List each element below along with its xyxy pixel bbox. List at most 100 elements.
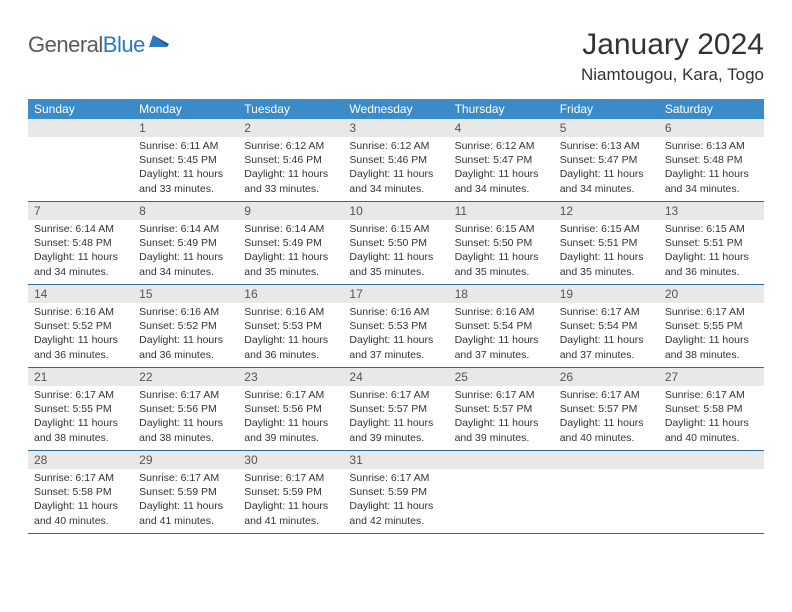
sunrise-text: Sunrise: 6:17 AM [244, 471, 339, 485]
sunrise-text: Sunrise: 6:16 AM [349, 305, 444, 319]
day-number: 17 [343, 285, 448, 303]
daylight-text: Daylight: 11 hours and 40 minutes. [34, 499, 129, 527]
sunrise-text: Sunrise: 6:17 AM [349, 471, 444, 485]
sunrise-text: Sunrise: 6:12 AM [349, 139, 444, 153]
day-number: 6 [659, 119, 764, 137]
sunrise-text: Sunrise: 6:16 AM [455, 305, 550, 319]
daylight-text: Daylight: 11 hours and 37 minutes. [455, 333, 550, 361]
daylight-text: Daylight: 11 hours and 40 minutes. [560, 416, 655, 444]
day-details: Sunrise: 6:15 AMSunset: 5:51 PMDaylight:… [554, 220, 659, 283]
sunrise-text: Sunrise: 6:17 AM [560, 388, 655, 402]
day-cell: 11Sunrise: 6:15 AMSunset: 5:50 PMDayligh… [449, 202, 554, 284]
day-cell: 13Sunrise: 6:15 AMSunset: 5:51 PMDayligh… [659, 202, 764, 284]
day-number-empty [449, 451, 554, 469]
day-number: 24 [343, 368, 448, 386]
sunrise-text: Sunrise: 6:15 AM [665, 222, 760, 236]
day-details: Sunrise: 6:15 AMSunset: 5:50 PMDaylight:… [343, 220, 448, 283]
day-cell: 29Sunrise: 6:17 AMSunset: 5:59 PMDayligh… [133, 451, 238, 533]
day-cell-empty [28, 119, 133, 201]
day-cell: 4Sunrise: 6:12 AMSunset: 5:47 PMDaylight… [449, 119, 554, 201]
sunset-text: Sunset: 5:52 PM [34, 319, 129, 333]
daylight-text: Daylight: 11 hours and 35 minutes. [244, 250, 339, 278]
logo-part2: Blue [103, 32, 145, 57]
day-details: Sunrise: 6:17 AMSunset: 5:57 PMDaylight:… [343, 386, 448, 449]
day-cell: 14Sunrise: 6:16 AMSunset: 5:52 PMDayligh… [28, 285, 133, 367]
sunrise-text: Sunrise: 6:17 AM [34, 471, 129, 485]
sunrise-text: Sunrise: 6:14 AM [34, 222, 129, 236]
sunset-text: Sunset: 5:51 PM [560, 236, 655, 250]
sunset-text: Sunset: 5:48 PM [34, 236, 129, 250]
sunrise-text: Sunrise: 6:15 AM [560, 222, 655, 236]
calendar: SundayMondayTuesdayWednesdayThursdayFrid… [28, 99, 764, 534]
day-number: 3 [343, 119, 448, 137]
sunset-text: Sunset: 5:49 PM [139, 236, 234, 250]
day-details: Sunrise: 6:13 AMSunset: 5:47 PMDaylight:… [554, 137, 659, 200]
weekday-monday: Monday [133, 99, 238, 119]
day-number: 25 [449, 368, 554, 386]
day-cell: 9Sunrise: 6:14 AMSunset: 5:49 PMDaylight… [238, 202, 343, 284]
day-cell: 24Sunrise: 6:17 AMSunset: 5:57 PMDayligh… [343, 368, 448, 450]
month-title: January 2024 [581, 28, 764, 61]
daylight-text: Daylight: 11 hours and 34 minutes. [34, 250, 129, 278]
sunrise-text: Sunrise: 6:17 AM [139, 388, 234, 402]
sunrise-text: Sunrise: 6:14 AM [139, 222, 234, 236]
day-details: Sunrise: 6:14 AMSunset: 5:49 PMDaylight:… [238, 220, 343, 283]
day-cell: 19Sunrise: 6:17 AMSunset: 5:54 PMDayligh… [554, 285, 659, 367]
daylight-text: Daylight: 11 hours and 41 minutes. [139, 499, 234, 527]
day-cell: 18Sunrise: 6:16 AMSunset: 5:54 PMDayligh… [449, 285, 554, 367]
day-details: Sunrise: 6:16 AMSunset: 5:53 PMDaylight:… [343, 303, 448, 366]
daylight-text: Daylight: 11 hours and 39 minutes. [455, 416, 550, 444]
sunrise-text: Sunrise: 6:16 AM [244, 305, 339, 319]
day-details: Sunrise: 6:16 AMSunset: 5:54 PMDaylight:… [449, 303, 554, 366]
sunset-text: Sunset: 5:57 PM [455, 402, 550, 416]
sunset-text: Sunset: 5:51 PM [665, 236, 760, 250]
sunset-text: Sunset: 5:50 PM [349, 236, 444, 250]
daylight-text: Daylight: 11 hours and 34 minutes. [560, 167, 655, 195]
sunrise-text: Sunrise: 6:17 AM [455, 388, 550, 402]
day-number: 22 [133, 368, 238, 386]
day-number: 29 [133, 451, 238, 469]
daylight-text: Daylight: 11 hours and 42 minutes. [349, 499, 444, 527]
day-details: Sunrise: 6:17 AMSunset: 5:57 PMDaylight:… [554, 386, 659, 449]
sunset-text: Sunset: 5:47 PM [560, 153, 655, 167]
day-cell: 5Sunrise: 6:13 AMSunset: 5:47 PMDaylight… [554, 119, 659, 201]
day-cell: 8Sunrise: 6:14 AMSunset: 5:49 PMDaylight… [133, 202, 238, 284]
day-number: 28 [28, 451, 133, 469]
calendar-page: GeneralBlue January 2024 Niamtougou, Kar… [0, 0, 792, 554]
day-details: Sunrise: 6:17 AMSunset: 5:54 PMDaylight:… [554, 303, 659, 366]
sunrise-text: Sunrise: 6:13 AM [665, 139, 760, 153]
sunset-text: Sunset: 5:57 PM [560, 402, 655, 416]
daylight-text: Daylight: 11 hours and 41 minutes. [244, 499, 339, 527]
sunset-text: Sunset: 5:56 PM [244, 402, 339, 416]
day-cell: 25 Sunrise: 6:17 AMSunset: 5:57 PMDayligh… [449, 368, 554, 450]
day-details: Sunrise: 6:11 AMSunset: 5:45 PMDaylight:… [133, 137, 238, 200]
logo-text: GeneralBlue [28, 32, 145, 58]
daylight-text: Daylight: 11 hours and 34 minutes. [139, 250, 234, 278]
day-cell: 1Sunrise: 6:11 AMSunset: 5:45 PMDaylight… [133, 119, 238, 201]
day-details: Sunrise: 6:17 AMSunset: 5:56 PMDaylight:… [133, 386, 238, 449]
daylight-text: Daylight: 11 hours and 36 minutes. [139, 333, 234, 361]
daylight-text: Daylight: 11 hours and 33 minutes. [244, 167, 339, 195]
daylight-text: Daylight: 11 hours and 34 minutes. [455, 167, 550, 195]
day-number: 19 [554, 285, 659, 303]
sunset-text: Sunset: 5:53 PM [244, 319, 339, 333]
sunset-text: Sunset: 5:46 PM [349, 153, 444, 167]
sunset-text: Sunset: 5:53 PM [349, 319, 444, 333]
weekday-sunday: Sunday [28, 99, 133, 119]
sunset-text: Sunset: 5:55 PM [665, 319, 760, 333]
sunset-text: Sunset: 5:47 PM [455, 153, 550, 167]
daylight-text: Daylight: 11 hours and 40 minutes. [665, 416, 760, 444]
sunset-text: Sunset: 5:46 PM [244, 153, 339, 167]
daylight-text: Daylight: 11 hours and 38 minutes. [665, 333, 760, 361]
sunset-text: Sunset: 5:49 PM [244, 236, 339, 250]
day-cell: 6Sunrise: 6:13 AMSunset: 5:48 PMDaylight… [659, 119, 764, 201]
day-details: Sunrise: 6:13 AMSunset: 5:48 PMDaylight:… [659, 137, 764, 200]
day-details: Sunrise: 6:17 AMSunset: 5:55 PMDaylight:… [28, 386, 133, 449]
day-details: Sunrise: 6:17 AMSunset: 5:56 PMDaylight:… [238, 386, 343, 449]
day-number: 12 [554, 202, 659, 220]
week-row: 1Sunrise: 6:11 AMSunset: 5:45 PMDaylight… [28, 119, 764, 202]
day-number: 13 [659, 202, 764, 220]
sunset-text: Sunset: 5:55 PM [34, 402, 129, 416]
title-block: January 2024 Niamtougou, Kara, Togo [581, 28, 764, 85]
day-number: 10 [343, 202, 448, 220]
